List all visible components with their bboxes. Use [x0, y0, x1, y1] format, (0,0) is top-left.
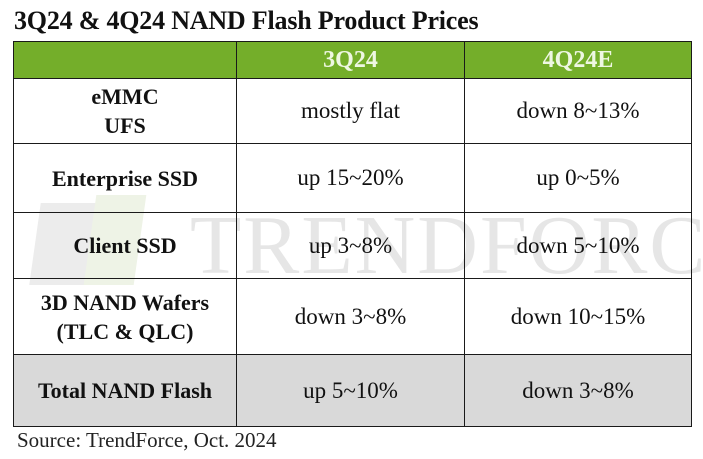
cell-3q24: up 15~20%	[236, 143, 465, 213]
cell-4q24e: up 0~5%	[464, 143, 692, 213]
source-note: Source: TrendForce, Oct. 2024	[17, 428, 277, 452]
table-row: 3D NAND Wafers (TLC & QLC) down 3~8% down…	[13, 278, 692, 355]
header-cell-product	[13, 41, 237, 79]
table-row: Enterprise SSD up 15~20% up 0~5%	[13, 143, 692, 213]
row-label-line1: 3D NAND Wafers	[40, 289, 210, 315]
header-row: 3Q24 4Q24E	[13, 41, 692, 79]
table-row: eMMC UFS mostly flat down 8~13%	[13, 78, 692, 144]
table-row: Client SSD up 3~8% down 5~10%	[13, 212, 692, 279]
row-label: 3D NAND Wafers (TLC & QLC)	[13, 278, 237, 355]
cell-4q24e: down 3~8%	[464, 354, 692, 427]
row-label-line1: eMMC	[91, 84, 159, 109]
header-cell-3q24: 3Q24	[236, 41, 465, 79]
cell-3q24: mostly flat	[236, 78, 465, 144]
chart-title: 3Q24 & 4Q24 NAND Flash Product Prices	[14, 6, 479, 35]
cell-3q24: up 5~10%	[236, 354, 465, 427]
header-cell-4q24e: 4Q24E	[464, 41, 692, 79]
row-label-line2: UFS	[104, 113, 146, 138]
cell-3q24: up 3~8%	[236, 212, 465, 279]
cell-4q24e: down 5~10%	[464, 212, 692, 279]
cell-4q24e: down 8~13%	[464, 78, 692, 144]
total-row: Total NAND Flash up 5~10% down 3~8%	[13, 354, 692, 427]
row-label: Total NAND Flash	[13, 354, 237, 427]
cell-4q24e: down 10~15%	[464, 278, 692, 355]
cell-3q24: down 3~8%	[236, 278, 465, 355]
price-table: 3Q24 4Q24E eMMC UFS mostly flat down 8~13…	[13, 41, 692, 427]
row-label: Client SSD	[13, 212, 237, 279]
row-label-line2: (TLC & QLC)	[56, 318, 194, 344]
row-label: eMMC UFS	[13, 78, 237, 144]
row-label: Enterprise SSD	[13, 143, 237, 213]
